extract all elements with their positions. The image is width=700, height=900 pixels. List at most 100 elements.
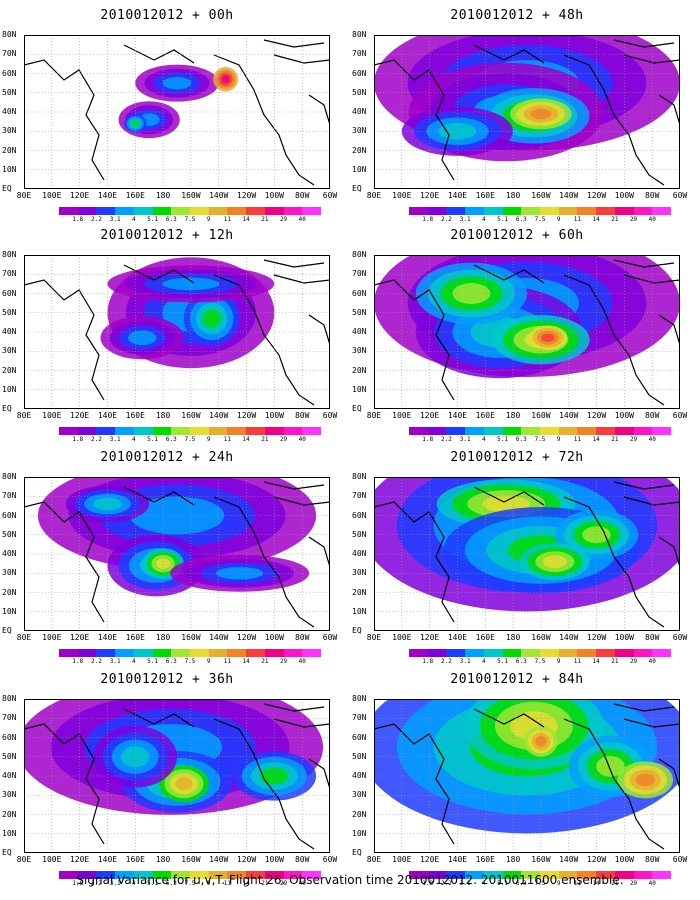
- variance-map: [374, 477, 680, 631]
- lat-tick-label: 20N: [2, 587, 17, 597]
- lon-tick-label: 100W: [614, 411, 634, 420]
- colorbar-swatch: [409, 427, 428, 435]
- lon-tick-label: 140W: [559, 633, 579, 642]
- lat-tick-label: 40N: [2, 771, 17, 780]
- colorbar-label: 1.8: [72, 880, 84, 887]
- lat-tick-label: EQ: [352, 184, 362, 193]
- colorbar-label: 7.5: [534, 436, 546, 443]
- lon-tick-label: 100E: [392, 855, 412, 864]
- lon-tick-label: 160E: [125, 191, 145, 200]
- colorbar-label: 7.5: [534, 658, 546, 665]
- lat-tick-label: EQ: [2, 626, 12, 635]
- coastline: [374, 481, 680, 628]
- colorbar-label: 6.3: [165, 216, 177, 223]
- colorbar-label: 21: [611, 880, 619, 887]
- lat-tick-label: 60N: [2, 510, 17, 520]
- colorbar-swatch: [409, 871, 428, 879]
- colorbar-label: 1.8: [72, 436, 84, 443]
- lat-tick-label: 60N: [352, 510, 367, 520]
- colorbar-swatch: [302, 207, 322, 215]
- lon-tick-label: 120W: [236, 411, 257, 420]
- colorbar-swatch: [246, 207, 265, 215]
- colorbar-swatch: [577, 649, 597, 657]
- lon-tick-label: 100W: [264, 411, 284, 420]
- colorbar-label: 3.1: [109, 436, 121, 443]
- colorbar-label: 9: [556, 436, 561, 443]
- lat-tick-label: 60N: [2, 288, 17, 298]
- colorbar-label: 29: [279, 658, 288, 665]
- colorbar-label: 4: [132, 216, 136, 223]
- colorbar-swatch: [190, 871, 209, 879]
- lat-tick-label: 30N: [2, 346, 17, 356]
- colorbar-swatch: [427, 649, 447, 657]
- variance-contour: [596, 755, 625, 777]
- colorbar-swatch: [246, 649, 265, 657]
- lon-tick-label: 80E: [366, 191, 382, 200]
- lon-tick-label: 120E: [419, 411, 440, 420]
- map-frame: [374, 699, 680, 853]
- colorbar-swatch: [427, 207, 447, 215]
- lat-tick-label: 20N: [352, 809, 367, 819]
- colorbar-label: 7.5: [534, 216, 546, 223]
- colorbar-swatch: [614, 649, 634, 657]
- colorbar-label: 11: [573, 658, 582, 665]
- colorbar-swatch: [540, 649, 559, 657]
- lat-tick-label: EQ: [2, 184, 12, 193]
- lon-tick-label: 140E: [447, 191, 468, 200]
- colorbar-swatch: [540, 207, 559, 215]
- colorbar-label: 5.1: [147, 216, 158, 223]
- colorbar-swatch: [521, 207, 541, 215]
- colorbar-label: 14: [242, 216, 250, 223]
- lat-tick-label: 70N: [2, 269, 17, 279]
- lon-tick-label: 60W: [322, 411, 338, 420]
- colorbar-label: 9: [556, 880, 561, 887]
- lon-tick-label: 100E: [42, 855, 62, 864]
- lon-tick-label: 120E: [69, 855, 90, 864]
- colorbar-swatch: [558, 871, 578, 879]
- lat-tick-label: 60N: [2, 68, 17, 78]
- lon-tick-label: 160E: [125, 633, 145, 642]
- lat-tick-label: 50N: [352, 529, 367, 539]
- colorbar-label: 7.5: [184, 216, 196, 223]
- colorbar-swatch: [208, 871, 228, 879]
- lat-tick-label: 30N: [2, 126, 17, 136]
- lon-tick-label: 120E: [419, 855, 440, 864]
- colorbar-swatch: [483, 649, 503, 657]
- colorbar-swatch: [540, 871, 559, 879]
- lon-tick-label: 180: [505, 191, 521, 200]
- colorbar-swatch: [446, 207, 466, 215]
- colorbar-swatch: [59, 427, 78, 435]
- lon-tick-label: 140W: [209, 191, 229, 200]
- colorbar-label: 14: [242, 436, 250, 443]
- colorbar-swatch: [446, 427, 466, 435]
- colorbar-label: 11: [573, 436, 582, 443]
- colorbar-swatch: [208, 649, 228, 657]
- colorbar-label: 1.8: [422, 436, 434, 443]
- colorbar-label: 3.1: [109, 658, 121, 665]
- lon-tick-label: 160E: [475, 411, 495, 420]
- lon-tick-label: 80W: [294, 855, 310, 864]
- colorbar-label: 21: [261, 658, 269, 665]
- colorbar-label: 3.1: [109, 216, 121, 223]
- colorbar-swatch: [577, 427, 597, 435]
- lat-tick-label: 70N: [352, 49, 367, 59]
- forecast-panel: 2010012012 + 60h 80N 70N 60N 50N 40N 30N 20N 10N…: [352, 228, 687, 443]
- colorbar-swatch: [540, 427, 559, 435]
- lon-tick-label: 180: [155, 855, 171, 864]
- lon-tick-label: 120W: [586, 855, 607, 864]
- variance-contour: [452, 283, 491, 304]
- colorbar-swatch: [302, 427, 322, 435]
- colorbar-swatch: [558, 427, 578, 435]
- lat-tick-label: 30N: [352, 568, 367, 578]
- colorbar: [409, 871, 672, 879]
- lon-tick-label: 140W: [209, 633, 229, 642]
- colorbar-label: 14: [592, 658, 600, 665]
- colorbar-label: 6.3: [515, 880, 527, 887]
- lon-tick-label: 140W: [209, 411, 229, 420]
- variance-contour: [175, 777, 193, 790]
- lon-tick-label: 140W: [559, 855, 579, 864]
- colorbar-label: 11: [223, 658, 232, 665]
- lat-tick-label: 80N: [352, 472, 367, 481]
- colorbar-swatch: [171, 427, 191, 435]
- colorbar-swatch: [152, 427, 172, 435]
